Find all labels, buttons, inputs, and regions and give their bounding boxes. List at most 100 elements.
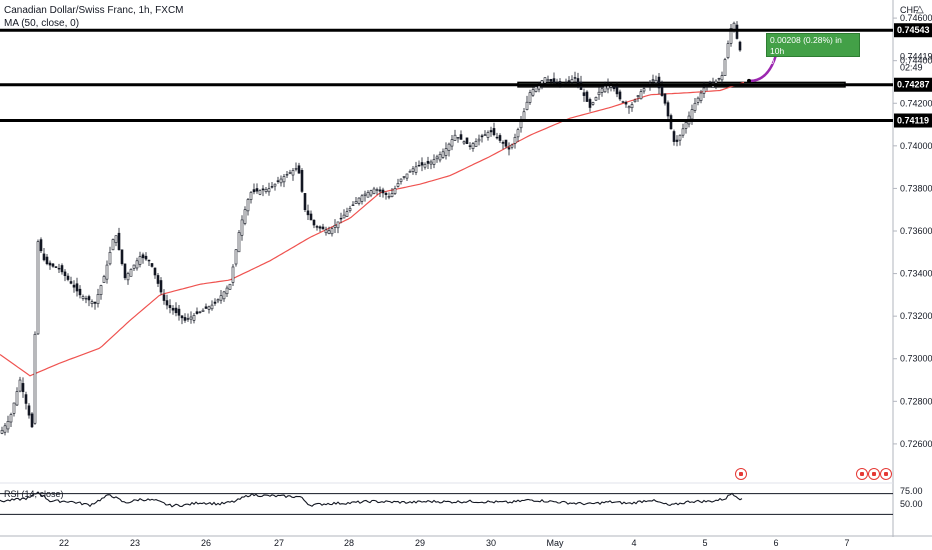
candle-up	[423, 163, 427, 168]
candle-up	[723, 59, 727, 76]
candle-up	[354, 201, 358, 204]
candle-down	[657, 76, 661, 89]
swiss-flag-icon[interactable]	[868, 468, 880, 480]
candle-up	[90, 301, 94, 304]
candle-up	[18, 379, 22, 392]
candle-down	[384, 192, 388, 195]
canada-flag-icon[interactable]	[735, 468, 747, 480]
candle-up	[366, 192, 370, 198]
candle-up	[519, 121, 523, 129]
candle-up	[219, 295, 223, 301]
candle-down	[153, 267, 157, 276]
candle-up	[129, 269, 133, 277]
level-price-label: 0.74287	[897, 80, 930, 90]
candle-up	[714, 80, 718, 84]
candle-up	[243, 209, 247, 224]
time-tick-label: May	[546, 538, 564, 548]
candle-down	[321, 226, 325, 230]
candle-down	[588, 99, 592, 108]
price-tick-label: 0.74600	[900, 13, 932, 23]
candle-up	[291, 170, 295, 176]
rsi-line-path	[0, 491, 743, 508]
bar-countdown: 02:49	[900, 63, 923, 73]
ma-line-path	[0, 81, 745, 377]
candle-down	[162, 294, 166, 301]
candle-down	[618, 91, 622, 100]
candle-down	[669, 115, 673, 130]
candle-up	[36, 241, 40, 335]
candle-up	[699, 92, 703, 101]
candle-down	[48, 262, 52, 266]
level-price-label: 0.74543	[897, 25, 930, 35]
candle-down	[675, 139, 679, 142]
candle-up	[84, 297, 88, 300]
candle-up	[696, 97, 700, 103]
candle-up	[630, 104, 634, 109]
projection-info-box[interactable]: 0.00208 (0.28%) in 10h 0.74513 ◯ 2021-05…	[766, 33, 860, 77]
candle-up	[246, 199, 250, 212]
candle-up	[333, 225, 337, 228]
candle-up	[279, 178, 283, 184]
candle-down	[312, 219, 316, 226]
candle-up	[237, 232, 241, 253]
time-tick-label: 7	[844, 538, 849, 548]
candle-up	[447, 143, 451, 151]
candle-down	[459, 134, 463, 140]
candle-down	[165, 300, 169, 306]
candle-up	[135, 260, 139, 269]
candle-up	[477, 138, 481, 142]
candle-up	[282, 176, 286, 183]
candle-down	[672, 131, 676, 142]
candle-down	[195, 311, 199, 314]
candle-up	[216, 299, 220, 302]
candle-down	[168, 305, 172, 308]
candle-down	[270, 186, 274, 188]
candle-down	[30, 413, 34, 428]
candle-down	[87, 296, 91, 301]
time-tick-label: 30	[486, 538, 496, 548]
time-axis[interactable]: 22 23 26 27 28 29 30 May 4 5 6 7	[59, 538, 850, 548]
candle-up	[111, 239, 115, 251]
candle-up	[717, 78, 721, 80]
horizontal-levels[interactable]: 0.74543 0.74287 0.74119	[0, 23, 932, 128]
candle-up	[108, 251, 112, 265]
candle-up	[654, 79, 658, 83]
candle-up	[627, 106, 631, 109]
candle-down	[60, 265, 64, 273]
candle-down	[420, 162, 424, 166]
candle-down	[339, 217, 343, 220]
candle-down	[204, 306, 208, 309]
rsi-tick-label: 75.00	[900, 486, 923, 496]
candle-down	[624, 102, 628, 105]
candle-down	[255, 188, 259, 192]
candle-up	[285, 174, 289, 176]
candle-up	[597, 91, 601, 96]
price-axis[interactable]: 0.74600 0.74400 0.74200 0.74000 0.73800 0.736…	[893, 13, 932, 509]
canada-flag-icon[interactable]	[856, 468, 868, 480]
candlestick-series	[0, 21, 742, 436]
candle-down	[573, 77, 577, 79]
time-tick-label: 28	[344, 538, 354, 548]
candle-up	[453, 134, 457, 141]
candle-up	[264, 188, 268, 192]
candle-up	[525, 101, 529, 110]
candle-up	[438, 154, 442, 161]
ma-indicator-label[interactable]: MA (50, close, 0)	[4, 18, 80, 29]
alert-bell-icon[interactable]: △	[916, 4, 924, 15]
rsi-indicator-label[interactable]: RSI (14, close)	[4, 489, 64, 499]
candle-up	[513, 137, 517, 144]
candle-up	[225, 287, 229, 295]
candle-up	[189, 316, 193, 320]
candle-up	[387, 196, 391, 198]
candle-up	[138, 256, 142, 265]
canada-flag-icon[interactable]	[880, 468, 892, 480]
candle-down	[213, 301, 217, 304]
candle-up	[483, 134, 487, 136]
candle-up	[486, 132, 490, 138]
candle-down	[24, 394, 28, 404]
candle-up	[6, 421, 10, 430]
candle-down	[381, 189, 385, 194]
rsi-panel	[0, 491, 893, 515]
candle-down	[582, 92, 586, 96]
